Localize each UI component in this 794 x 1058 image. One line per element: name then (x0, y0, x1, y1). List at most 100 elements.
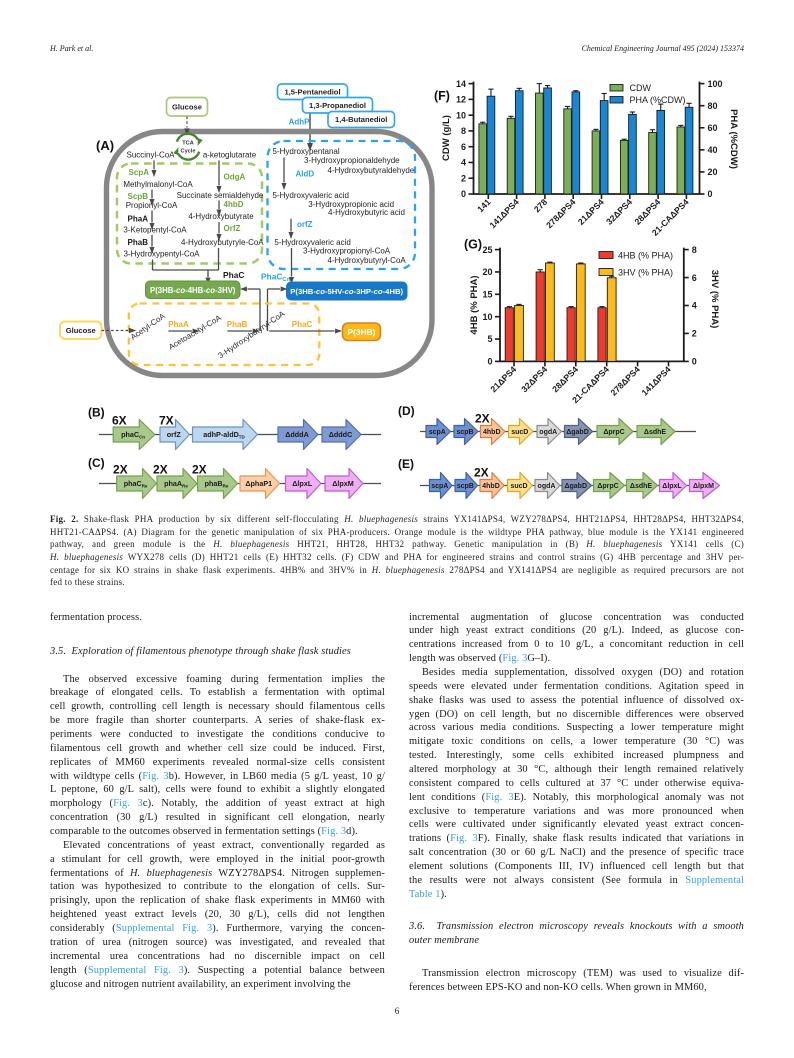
svg-text:ΔlpxL: ΔlpxL (662, 483, 682, 490)
svg-text:phaCRe: phaCRe (124, 479, 148, 489)
svg-text:7X: 7X (159, 414, 174, 428)
svg-text:5: 5 (487, 334, 492, 344)
svg-text:phaBRe: phaBRe (205, 479, 229, 489)
svg-text:orfZ: orfZ (297, 220, 313, 229)
svg-text:4HB (% PHA): 4HB (% PHA) (618, 250, 673, 260)
svg-text:PHA (%CDW): PHA (%CDW) (728, 109, 739, 169)
svg-text:4-Hydroxybutyric acid: 4-Hydroxybutyric acid (328, 208, 405, 217)
svg-text:ΔprpC: ΔprpC (597, 483, 618, 490)
svg-text:CDW: CDW (630, 83, 652, 93)
svg-text:25: 25 (482, 245, 492, 255)
svg-text:28ΔPS4: 28ΔPS4 (550, 364, 580, 394)
svg-text:sucD: sucD (511, 429, 528, 436)
svg-text:20: 20 (708, 167, 718, 177)
svg-text:ogdA: ogdA (539, 429, 557, 436)
svg-text:PhaC: PhaC (292, 320, 313, 329)
svg-text:(B): (B) (88, 406, 105, 420)
svg-text:ΔgabD: ΔgabD (564, 483, 587, 490)
svg-text:ΔphaP1: ΔphaP1 (245, 479, 272, 488)
svg-text:adhP-aldDTD: adhP-aldDTD (203, 430, 245, 440)
svg-text:4HB (% PHA): 4HB (% PHA) (469, 275, 480, 334)
svg-text:ΔlpxM: ΔlpxM (693, 483, 714, 490)
svg-text:ΔprpC: ΔprpC (603, 429, 624, 436)
svg-text:4: 4 (692, 301, 697, 311)
svg-text:3-Ketopentyl-CoA: 3-Ketopentyl-CoA (123, 225, 187, 234)
svg-text:141ΔPS4: 141ΔPS4 (639, 364, 672, 397)
svg-text:4hbD: 4hbD (482, 483, 500, 490)
svg-text:40: 40 (708, 145, 718, 155)
svg-text:(F): (F) (434, 89, 450, 103)
svg-text:P(3HB-co-4HB-co-3HV): P(3HB-co-4HB-co-3HV) (150, 286, 236, 295)
svg-text:8: 8 (692, 245, 697, 255)
svg-text:8: 8 (461, 126, 466, 136)
svg-text:32ΔPS4: 32ΔPS4 (519, 364, 549, 394)
svg-text:141: 141 (475, 197, 492, 214)
svg-text:5-Hydroxyvaleric acid: 5-Hydroxyvaleric acid (273, 191, 349, 200)
svg-text:AdhP: AdhP (289, 118, 311, 127)
svg-text:ΔsdhE: ΔsdhE (630, 483, 652, 490)
svg-text:scpA: scpA (429, 429, 446, 436)
svg-text:3-Hydroxypropionyl-CoA: 3-Hydroxypropionyl-CoA (303, 247, 391, 256)
svg-text:(C): (C) (88, 456, 105, 470)
svg-text:32ΔPS4: 32ΔPS4 (604, 197, 634, 227)
svg-text:14: 14 (456, 79, 466, 89)
svg-text:PhaB: PhaB (128, 238, 149, 247)
svg-text:2X: 2X (475, 412, 490, 426)
svg-text:ScpA: ScpA (129, 168, 150, 177)
svg-text:PhaA: PhaA (168, 320, 189, 329)
svg-text:orfZ: orfZ (167, 430, 182, 439)
svg-text:scpB: scpB (457, 483, 474, 490)
svg-text:4-Hydroxybutyrate: 4-Hydroxybutyrate (188, 212, 254, 221)
svg-text:0: 0 (461, 189, 466, 199)
svg-text:12: 12 (456, 95, 466, 105)
svg-text:2X: 2X (153, 463, 168, 477)
svg-text:1,3-Propanediol: 1,3-Propanediol (309, 101, 366, 110)
svg-text:ΔdddA: ΔdddA (285, 430, 309, 439)
svg-text:5-Hydroxypentanal: 5-Hydroxypentanal (273, 147, 340, 156)
svg-text:3HV (% PHA): 3HV (% PHA) (618, 267, 673, 277)
svg-text:21ΔPS4: 21ΔPS4 (576, 197, 606, 227)
svg-text:2X: 2X (474, 466, 489, 480)
svg-text:6: 6 (461, 142, 466, 152)
svg-text:21ΔPS4: 21ΔPS4 (488, 364, 518, 394)
svg-text:OrfZ: OrfZ (224, 224, 241, 233)
svg-text:Succinyl-CoA: Succinyl-CoA (126, 151, 175, 160)
svg-text:141ΔPS4: 141ΔPS4 (488, 197, 521, 230)
svg-text:phaARe: phaARe (164, 479, 188, 489)
svg-text:0: 0 (487, 357, 492, 367)
svg-text:Glucose: Glucose (172, 103, 202, 112)
svg-text:4-Hydroxybutyryle-CoA: 4-Hydroxybutyryle-CoA (181, 238, 264, 247)
svg-text:Propionyl-CoA: Propionyl-CoA (126, 201, 178, 210)
svg-text:Acetoacetyl-CoA: Acetoacetyl-CoA (167, 313, 223, 352)
svg-text:CDW (g/L): CDW (g/L) (441, 115, 452, 161)
svg-text:4-Hydroxybutyraldehyde: 4-Hydroxybutyraldehyde (328, 166, 415, 175)
svg-text:3-Hydroxypropionic acid: 3-Hydroxypropionic acid (308, 200, 394, 209)
svg-text:0: 0 (692, 357, 697, 367)
svg-text:60: 60 (708, 123, 718, 133)
svg-text:Succinate semialdehyde: Succinate semialdehyde (177, 191, 264, 200)
svg-text:ΔgabD: ΔgabD (566, 429, 589, 436)
svg-text:4hbD: 4hbD (483, 429, 501, 436)
svg-text:2: 2 (692, 329, 697, 339)
svg-text:scpA: scpA (431, 483, 448, 490)
svg-text:20: 20 (482, 267, 492, 277)
svg-text:6: 6 (692, 273, 697, 283)
svg-text:PHA (%CDW): PHA (%CDW) (630, 95, 686, 105)
svg-text:10: 10 (482, 312, 492, 322)
svg-text:P(3HB): P(3HB) (348, 327, 376, 337)
svg-text:PhaC: PhaC (223, 270, 244, 280)
svg-text:4-Hydroxybutyryl-CoA: 4-Hydroxybutyryl-CoA (328, 256, 407, 265)
svg-text:0: 0 (708, 189, 713, 199)
svg-text:100: 100 (708, 79, 723, 89)
svg-text:ΔsdhE: ΔsdhE (644, 429, 666, 436)
svg-text:5-Hydroxyvaleric acid: 5-Hydroxyvaleric acid (274, 238, 350, 247)
svg-text:1,4-Butanediol: 1,4-Butanediol (335, 115, 387, 124)
svg-text:ScpB: ScpB (128, 192, 149, 201)
svg-text:phaCCn: phaCCn (121, 430, 145, 440)
svg-text:ΔdddC: ΔdddC (329, 430, 353, 439)
svg-text:3-Hydroxypropionaldehyde: 3-Hydroxypropionaldehyde (304, 156, 400, 165)
svg-text:PhaB: PhaB (227, 320, 248, 329)
svg-text:scpB: scpB (456, 429, 473, 436)
svg-text:15: 15 (482, 290, 492, 300)
svg-text:(D): (D) (398, 404, 415, 418)
